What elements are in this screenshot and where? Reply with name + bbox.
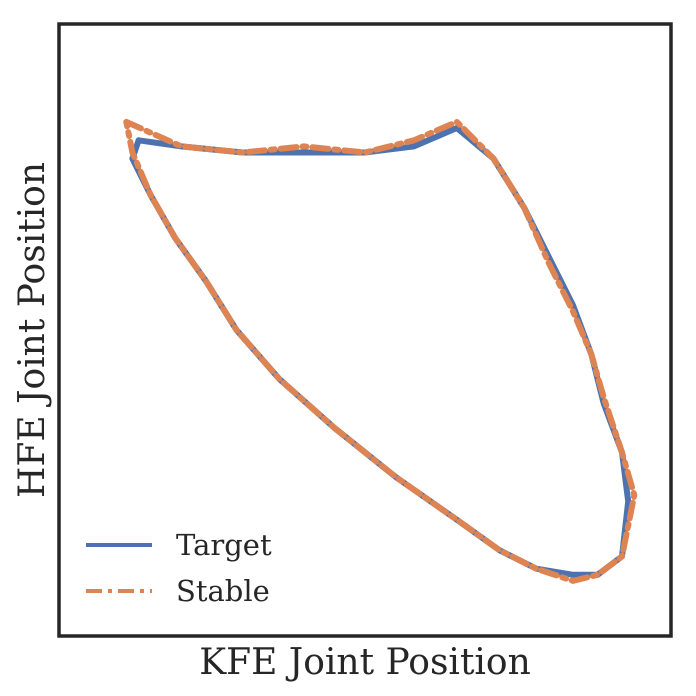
x-axis-label: KFE Joint Position bbox=[199, 642, 531, 683]
y-axis-label: HFE Joint Position bbox=[12, 162, 53, 498]
plot-frame bbox=[57, 22, 673, 638]
legend: Target Stable bbox=[86, 528, 272, 608]
plot-area bbox=[59, 24, 671, 636]
legend-label-stable: Stable bbox=[176, 574, 270, 608]
series-layer bbox=[123, 118, 638, 584]
series-line-stable bbox=[123, 118, 638, 584]
legend-label-target: Target bbox=[176, 528, 272, 562]
